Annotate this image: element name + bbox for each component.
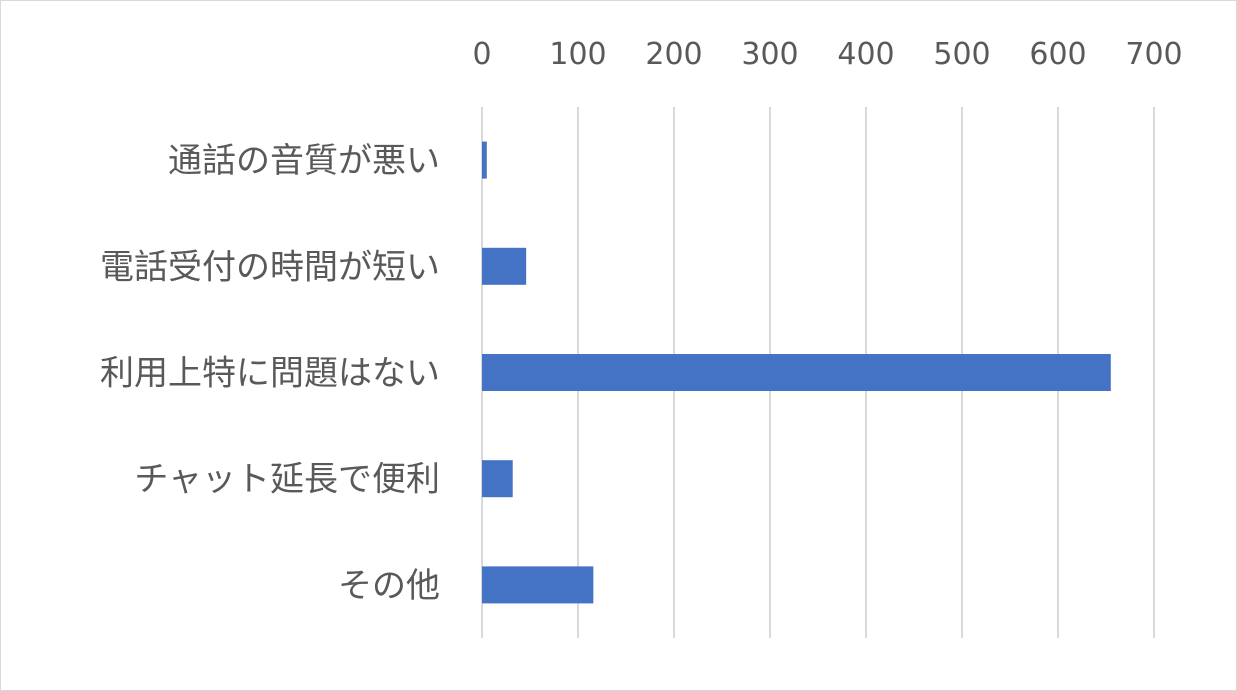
x-tick-label-700: 700	[1125, 37, 1182, 72]
x-tick-label-400: 400	[837, 37, 894, 72]
bar-2	[482, 354, 1111, 391]
category-label: チャット延長で便利	[134, 460, 440, 500]
x-tick-label-100: 100	[549, 37, 606, 72]
x-tick-label-200: 200	[645, 37, 702, 72]
bar-3	[482, 460, 513, 498]
bar-4	[482, 566, 594, 604]
x-tick-label-300: 300	[741, 37, 798, 72]
category-label: 電話受付の時間が短い	[100, 247, 440, 287]
bars	[482, 141, 1111, 604]
category-label: 利用上特に問題はない	[100, 354, 440, 394]
bar-1	[482, 247, 527, 285]
bar-0	[482, 141, 487, 179]
x-tick-label-0: 0	[472, 37, 491, 72]
x-axis-ticks: 0 100 200 300 400 500 600 700	[472, 37, 1182, 72]
x-tick-label-600: 600	[1029, 37, 1086, 72]
category-label: その他	[338, 566, 440, 606]
x-tick-label-500: 500	[933, 37, 990, 72]
category-label: 通話の音質が悪い	[168, 141, 440, 181]
